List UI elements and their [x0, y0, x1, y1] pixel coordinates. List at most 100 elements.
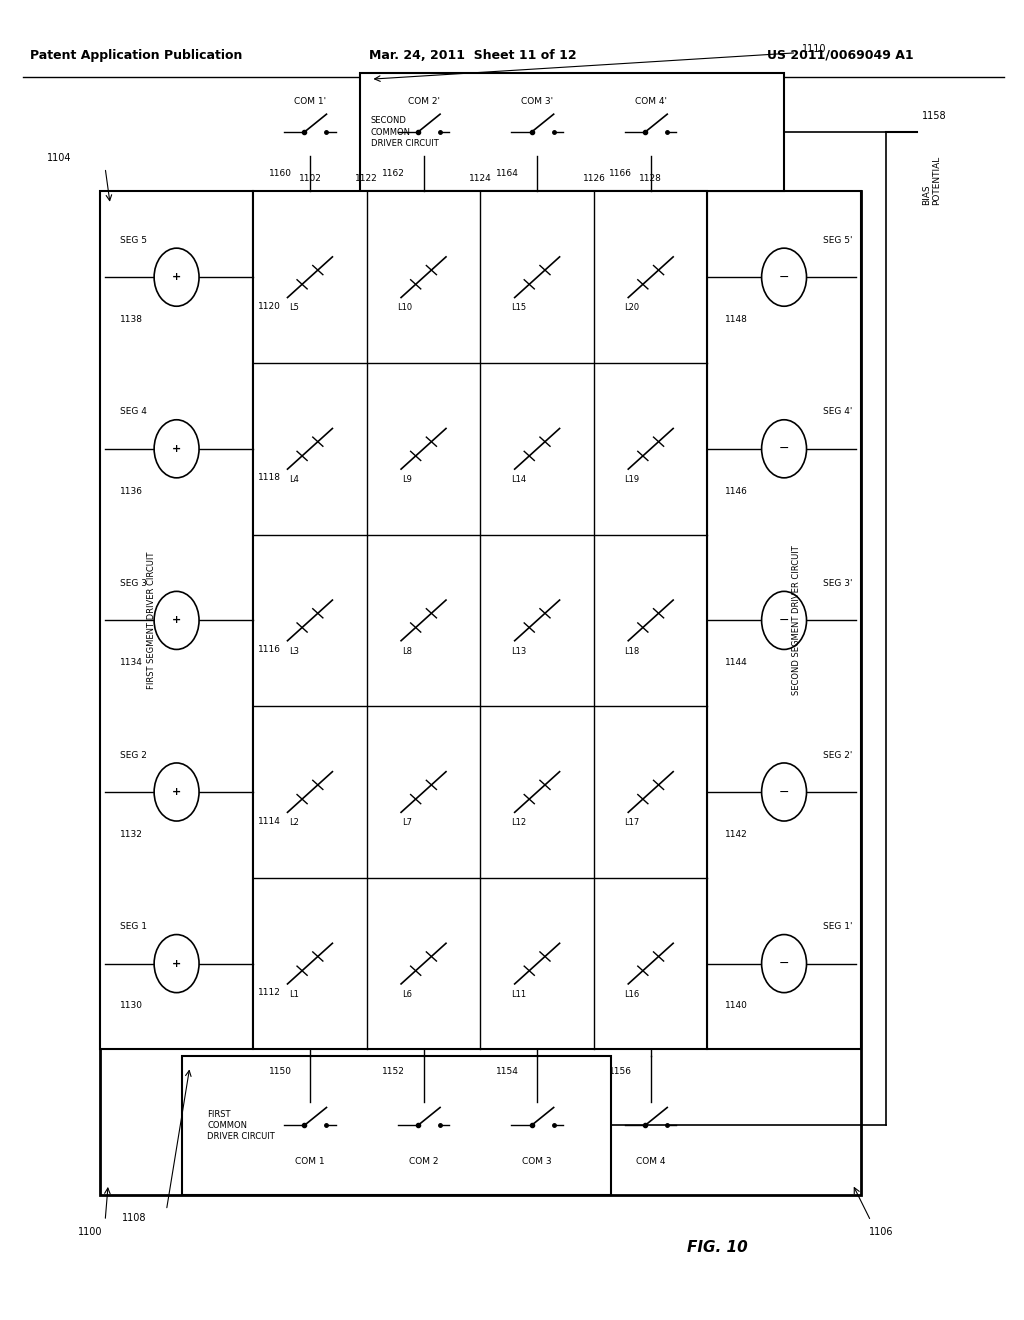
Circle shape: [155, 935, 199, 993]
Text: L11: L11: [511, 990, 526, 999]
Text: SECOND SEGMENT DRIVER CIRCUIT: SECOND SEGMENT DRIVER CIRCUIT: [792, 545, 801, 696]
Circle shape: [155, 420, 199, 478]
Text: FIRST
COMMON
DRIVER CIRCUIT: FIRST COMMON DRIVER CIRCUIT: [207, 1110, 275, 1140]
Text: 1158: 1158: [922, 111, 946, 121]
Text: 1104: 1104: [47, 153, 72, 164]
Text: COM 4': COM 4': [635, 98, 667, 106]
Text: 1148: 1148: [725, 315, 748, 323]
Text: −: −: [779, 614, 790, 627]
Text: 1146: 1146: [725, 487, 748, 495]
Text: −: −: [779, 957, 790, 970]
Text: +: +: [172, 615, 181, 626]
Text: COM 3: COM 3: [522, 1158, 552, 1166]
Text: L5: L5: [289, 304, 299, 313]
Text: L4: L4: [289, 475, 299, 484]
Text: L3: L3: [289, 647, 299, 656]
Text: +: +: [172, 272, 181, 282]
Circle shape: [762, 591, 807, 649]
Text: 1106: 1106: [868, 1226, 893, 1237]
Text: 1122: 1122: [355, 174, 378, 183]
Text: SEG 2: SEG 2: [121, 751, 147, 759]
Text: L12: L12: [511, 818, 526, 828]
Text: SEG 5': SEG 5': [823, 236, 852, 244]
Text: 1132: 1132: [121, 830, 143, 838]
Text: COM 1: COM 1: [295, 1158, 325, 1166]
Circle shape: [155, 763, 199, 821]
Text: SEG 2': SEG 2': [823, 751, 852, 759]
Text: L8: L8: [402, 647, 413, 656]
Bar: [360, 73, 784, 191]
Text: L17: L17: [625, 818, 639, 828]
Text: FIRST SEGMENT DRIVER CIRCUIT: FIRST SEGMENT DRIVER CIRCUIT: [146, 552, 156, 689]
Text: L18: L18: [625, 647, 639, 656]
Text: 1124: 1124: [469, 174, 492, 183]
Text: L7: L7: [402, 818, 413, 828]
Text: +: +: [172, 787, 181, 797]
Text: COM 2': COM 2': [408, 98, 439, 106]
Text: L15: L15: [511, 304, 526, 313]
Text: 1120: 1120: [258, 302, 282, 310]
Text: 1134: 1134: [121, 659, 143, 667]
Text: SEG 1': SEG 1': [823, 923, 852, 931]
Text: 1138: 1138: [121, 315, 143, 323]
Text: COM 1': COM 1': [294, 98, 326, 106]
Text: COM 3': COM 3': [521, 98, 553, 106]
Text: 1112: 1112: [258, 989, 282, 997]
Text: L16: L16: [625, 990, 639, 999]
Text: 1128: 1128: [639, 174, 663, 183]
Text: L2: L2: [289, 818, 299, 828]
Text: 1142: 1142: [725, 830, 748, 838]
Text: SEG 4: SEG 4: [121, 408, 147, 416]
Text: L10: L10: [397, 304, 413, 313]
Text: SEG 1: SEG 1: [121, 923, 147, 931]
Text: L19: L19: [625, 475, 639, 484]
Text: −: −: [779, 271, 790, 284]
Text: −: −: [779, 785, 790, 799]
Bar: [100, 191, 253, 1049]
Circle shape: [762, 420, 807, 478]
Text: 1164: 1164: [496, 169, 519, 178]
Text: 1144: 1144: [725, 659, 748, 667]
Text: 1126: 1126: [583, 174, 605, 183]
Text: L13: L13: [511, 647, 526, 656]
Text: 1136: 1136: [121, 487, 143, 495]
Text: L20: L20: [625, 304, 639, 313]
Text: L9: L9: [402, 475, 413, 484]
Text: US 2011/0069049 A1: US 2011/0069049 A1: [767, 49, 913, 62]
Text: 1114: 1114: [258, 817, 282, 825]
Text: 1160: 1160: [268, 169, 292, 178]
Text: 1108: 1108: [122, 1213, 146, 1224]
Text: +: +: [172, 958, 181, 969]
Bar: [253, 191, 708, 1049]
Text: SEG 3': SEG 3': [823, 579, 852, 587]
Circle shape: [155, 248, 199, 306]
Text: COM 2: COM 2: [409, 1158, 438, 1166]
Text: SEG 4': SEG 4': [823, 408, 852, 416]
Text: 1102: 1102: [299, 174, 322, 183]
Text: SECOND
COMMON
DRIVER CIRCUIT: SECOND COMMON DRIVER CIRCUIT: [371, 116, 438, 148]
Text: 1156: 1156: [609, 1067, 633, 1076]
Text: Patent Application Publication: Patent Application Publication: [30, 49, 242, 62]
Text: SEG 3: SEG 3: [121, 579, 147, 587]
Text: −: −: [779, 442, 790, 455]
Text: L1: L1: [289, 990, 299, 999]
Text: 1130: 1130: [121, 1002, 143, 1010]
Text: FIG. 10: FIG. 10: [687, 1239, 749, 1255]
Text: +: +: [172, 444, 181, 454]
Text: Mar. 24, 2011  Sheet 11 of 12: Mar. 24, 2011 Sheet 11 of 12: [369, 49, 577, 62]
Text: BIAS
POTENTIAL: BIAS POTENTIAL: [922, 156, 941, 205]
Text: 1166: 1166: [609, 169, 633, 178]
Text: 1152: 1152: [382, 1067, 406, 1076]
Text: L14: L14: [511, 475, 526, 484]
Circle shape: [762, 763, 807, 821]
Text: 1140: 1140: [725, 1002, 748, 1010]
Bar: [708, 191, 860, 1049]
Text: L6: L6: [402, 990, 413, 999]
Text: 1162: 1162: [382, 169, 406, 178]
Text: 1100: 1100: [78, 1226, 102, 1237]
Circle shape: [155, 591, 199, 649]
Bar: [100, 191, 860, 1195]
Circle shape: [762, 248, 807, 306]
Text: 1116: 1116: [258, 645, 282, 653]
Text: COM 4: COM 4: [636, 1158, 666, 1166]
